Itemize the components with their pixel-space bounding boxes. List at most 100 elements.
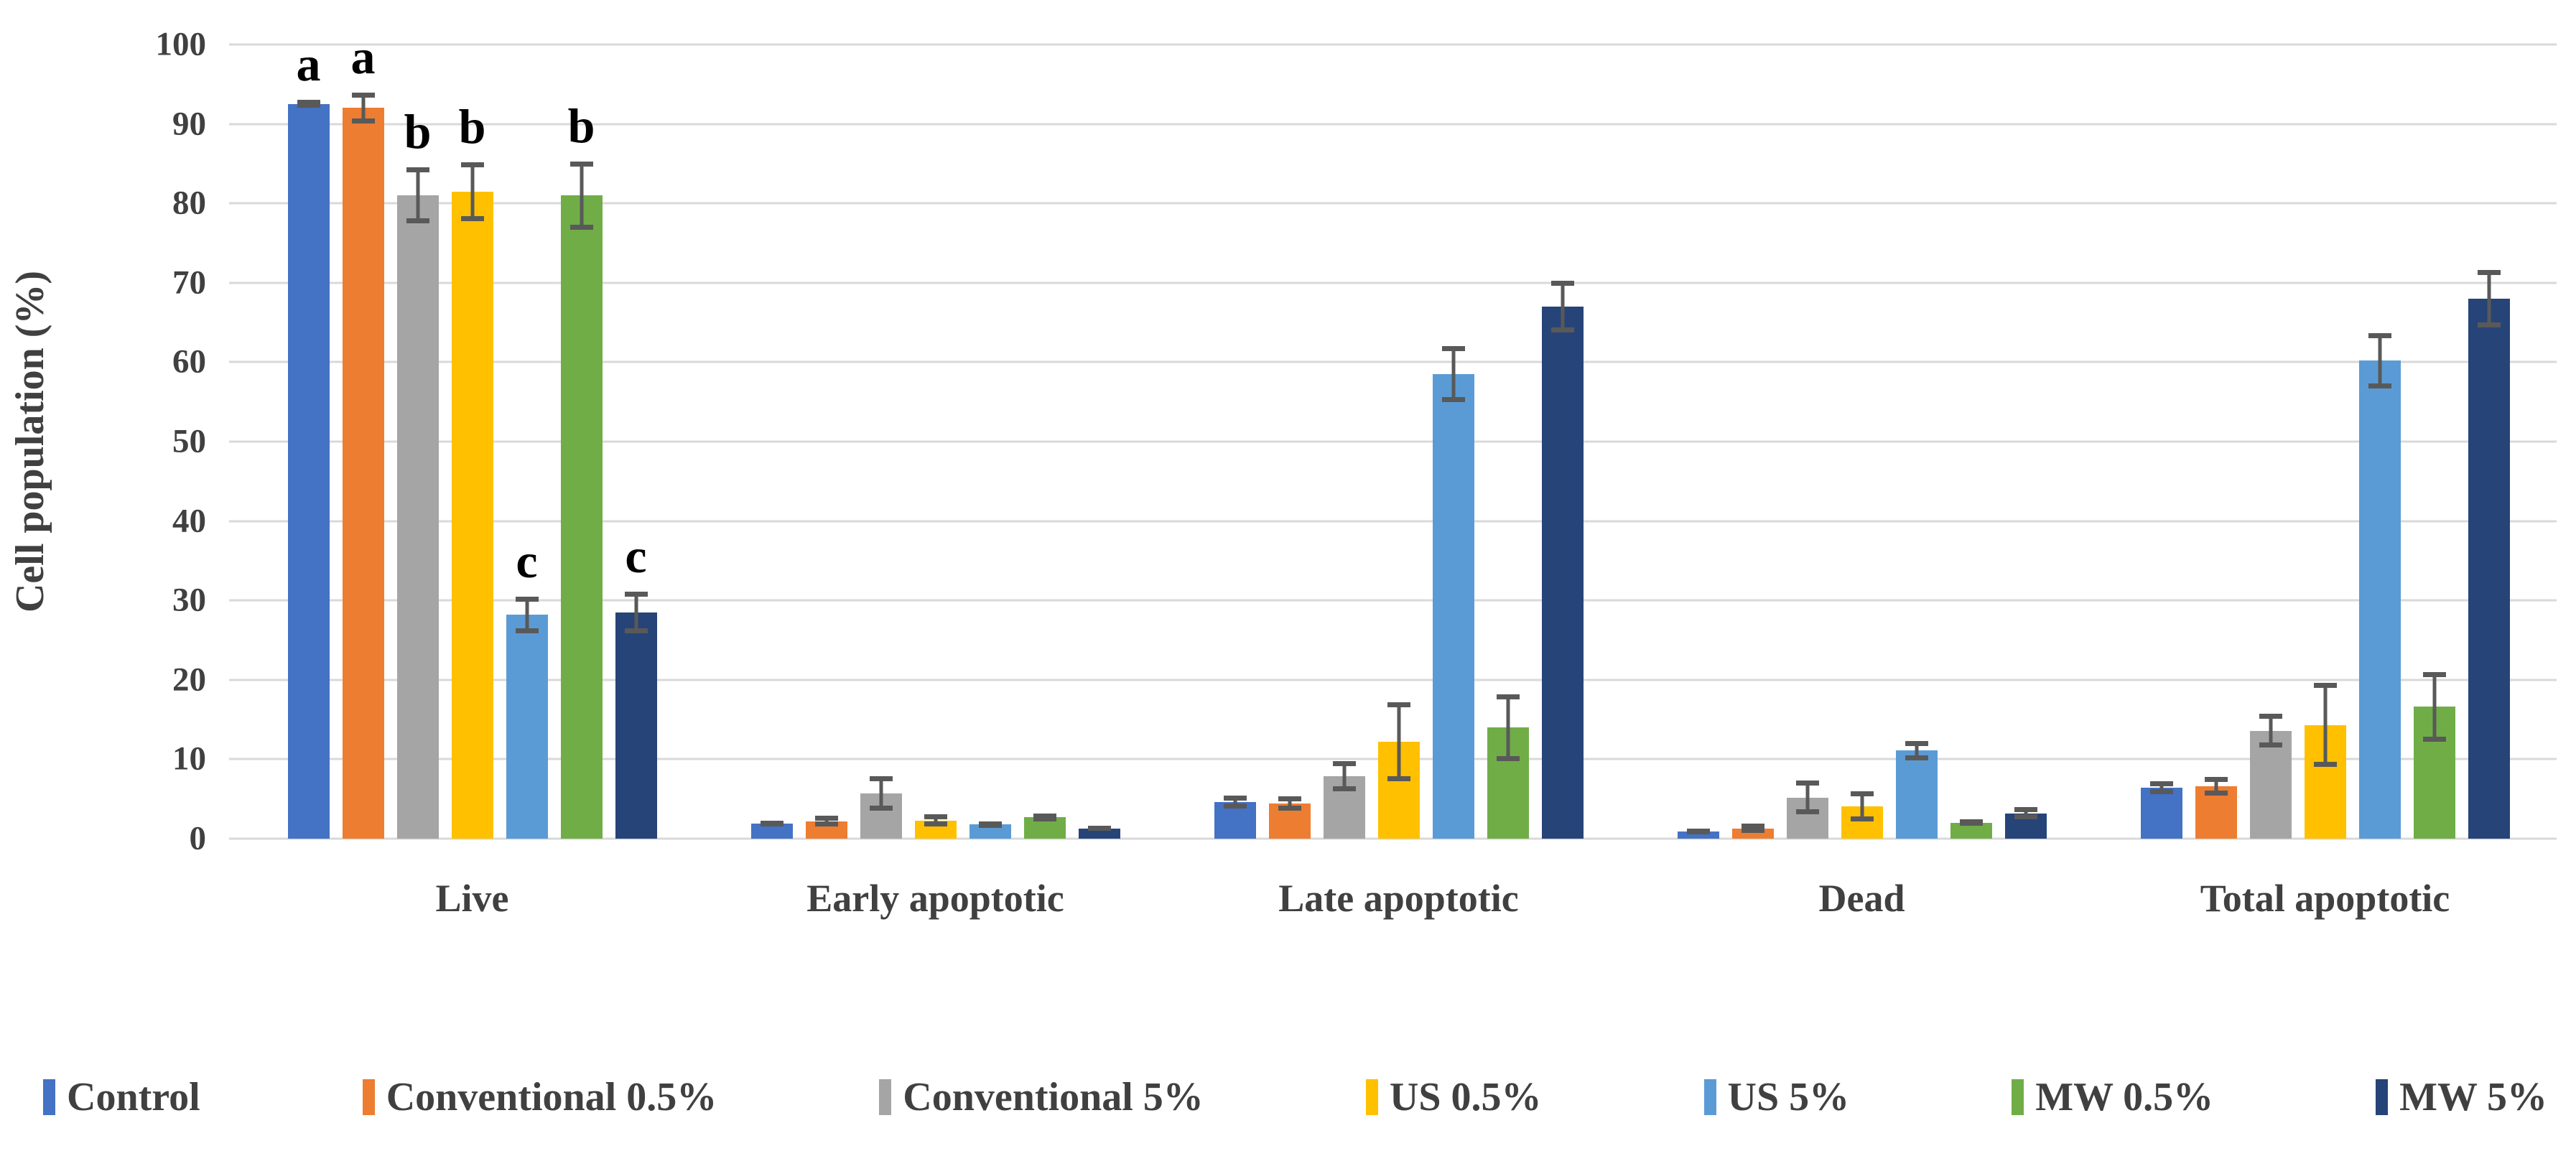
category-group: Total apoptotic <box>2093 45 2557 920</box>
gridline <box>241 599 2557 602</box>
error-bar <box>869 775 893 811</box>
bar <box>506 615 548 839</box>
significance-letter: b <box>567 98 595 153</box>
y-axis-tick-label: 80 <box>172 184 206 222</box>
bar <box>287 103 330 839</box>
legend-label: MW 5% <box>2399 1075 2547 1119</box>
error-bar-line <box>361 93 365 124</box>
axis-tick <box>229 520 241 523</box>
significance-letter: c <box>625 528 647 584</box>
error-bar-cap-bottom <box>1795 809 1819 814</box>
error-bar-cap-bottom <box>2259 742 2282 747</box>
legend-label: US 0.5% <box>1389 1075 1542 1119</box>
legend-item: Conventional 5% <box>879 1077 1204 1117</box>
legend-item: US 5% <box>1703 1075 1850 1119</box>
bar-wrap <box>2195 45 2237 839</box>
error-bar-cap-bottom <box>297 103 320 108</box>
axis-tick <box>229 758 241 760</box>
bar-wrap: c <box>615 45 657 839</box>
bar <box>342 108 384 839</box>
error-bar-cap-bottom <box>1741 828 1764 834</box>
error-bar-cap-top <box>1278 796 1301 802</box>
error-bar <box>2014 806 2037 820</box>
error-bar-cap-bottom <box>760 821 784 826</box>
bar-wrap <box>1541 45 1584 839</box>
error-bar-line <box>2323 683 2327 768</box>
bar <box>396 195 439 839</box>
bar <box>969 824 1011 839</box>
bar-wrap <box>1377 45 1420 839</box>
bar-wrap <box>1023 45 1066 839</box>
error-bar <box>978 821 1002 828</box>
legend: Control Conventional 0.5% Conventional 5% U… <box>43 1077 2547 1117</box>
bar <box>451 191 493 839</box>
error-bar <box>351 93 375 124</box>
error-bar-line <box>525 596 529 633</box>
x-axis-category-label: Late apoptotic <box>1278 877 1519 920</box>
error-bar <box>1795 781 1819 814</box>
error-bar-cap-bottom <box>1850 816 1874 821</box>
bar <box>615 612 657 839</box>
gridline <box>241 123 2557 126</box>
error-bar <box>814 815 838 827</box>
gridline <box>241 837 2557 840</box>
error-bar <box>515 596 539 633</box>
category-group: Dead <box>1630 45 2093 920</box>
bar <box>560 195 603 839</box>
error-bar-cap-bottom <box>2313 762 2337 768</box>
axis-tick <box>229 123 241 126</box>
bar-wrap: c <box>506 45 548 839</box>
bar-wrap: b <box>560 45 603 839</box>
error-bar-line <box>1397 702 1400 782</box>
error-bar-cap-top <box>1387 702 1410 707</box>
error-bar-line <box>416 167 419 223</box>
error-bar-cap-bottom <box>1223 803 1247 809</box>
bar-wrap <box>1323 45 1365 839</box>
significance-letter: b <box>458 98 486 154</box>
axis-tick <box>229 837 241 840</box>
error-bar-cap-bottom <box>869 806 893 811</box>
bar-wrap <box>2304 45 2346 839</box>
legend-label: US 5% <box>1727 1075 1850 1119</box>
bar-wrap <box>750 45 793 839</box>
bar <box>2358 360 2401 839</box>
error-bar <box>1959 819 1983 826</box>
error-bar <box>2422 671 2446 742</box>
y-axis-tick-label: 10 <box>172 740 206 778</box>
error-bar <box>2477 270 2501 327</box>
axis-tick <box>229 281 241 284</box>
error-bar-cap-top <box>1550 280 1574 286</box>
error-bar <box>1332 760 1356 791</box>
bar-wrap <box>1268 45 1311 839</box>
plot-area: 0 10 20 30 40 50 60 70 80 90 100 a a b b c b c Live Early … <box>156 27 2557 920</box>
bar-wrap: a <box>342 32 384 839</box>
legend-swatch <box>879 1079 892 1115</box>
error-bar-cap-top <box>2313 683 2337 689</box>
y-axis-tick-label: 100 <box>155 25 207 63</box>
error-bar-cap-bottom <box>1278 806 1301 811</box>
x-axis-category-label: Live <box>435 877 509 920</box>
error-bar-line <box>1342 760 1346 791</box>
error-bar-cap-top <box>1441 346 1465 352</box>
error-bar-line <box>1288 796 1291 811</box>
error-bar-cap-top <box>406 167 429 173</box>
legend-item: MW 5% <box>2376 1077 2547 1117</box>
bar-wrap <box>2413 45 2455 839</box>
error-bar-cap-top <box>460 162 484 167</box>
y-axis-tick-label: 60 <box>172 343 206 381</box>
error-bar <box>2204 776 2228 796</box>
bar-wrap <box>1487 45 1529 839</box>
error-bar <box>2259 714 2282 747</box>
error-bar-line <box>934 814 937 827</box>
error-bar-cap-bottom <box>978 822 1002 828</box>
bar-wrap <box>1731 45 1774 839</box>
error-bar-line <box>2024 806 2027 820</box>
error-bar-cap-bottom <box>814 821 838 827</box>
axis-tick <box>229 679 241 681</box>
error-bar-cap-bottom <box>1959 821 1983 826</box>
x-axis-category-label: Early apoptotic <box>806 877 1064 920</box>
error-bar <box>1278 796 1301 811</box>
error-bar-cap-bottom <box>1033 816 1056 821</box>
error-bar-cap-bottom <box>624 628 648 633</box>
legend-item: US 0.5% <box>1365 1075 1542 1119</box>
